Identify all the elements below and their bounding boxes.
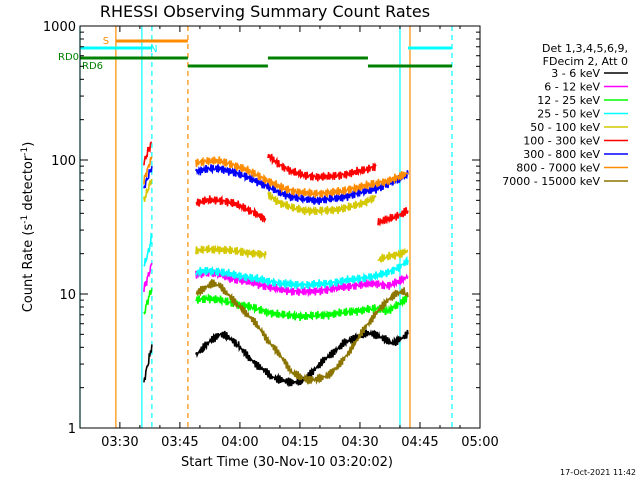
series-line — [195, 279, 409, 385]
series-layer — [143, 141, 409, 388]
y-axis-label: Count Rate (s-1 detector-1) — [20, 142, 36, 313]
legend-entry: 7000 - 15000 keV — [502, 175, 600, 188]
series-line — [195, 244, 267, 261]
y-tick-label: 10 — [59, 288, 76, 303]
legend-entry: 3 - 6 keV — [551, 67, 600, 80]
status-bar-label: RD6 — [82, 61, 103, 72]
series-line — [143, 262, 153, 293]
legend-header-line-1: Det 1,3,4,5,6,9, — [542, 42, 628, 55]
y-tick-label: 1 — [68, 422, 76, 437]
series-line — [195, 329, 409, 388]
series-line — [195, 194, 267, 224]
series-line — [267, 189, 377, 217]
x-axis-ticks: 03:30 03:45 04:00 04:15 04:30 04:45 05:00 — [101, 26, 499, 450]
status-bar-label: N — [150, 44, 157, 55]
series-line — [143, 166, 153, 189]
y-tick-label: 100 — [51, 154, 76, 169]
series-line — [143, 344, 153, 383]
legend-entry: 12 - 25 keV — [537, 94, 600, 107]
series-line — [267, 153, 377, 182]
x-tick-label: 04:30 — [341, 435, 378, 450]
legend-entry: 25 - 50 keV — [537, 108, 600, 121]
series-line — [143, 231, 153, 267]
legend: Det 1,3,4,5,6,9, FDecim 2, Att 0 3 - 6 k… — [502, 42, 628, 188]
status-bar-label: RD0 — [58, 52, 79, 63]
series-line — [377, 207, 409, 227]
x-axis-label: Start Time (30-Nov-10 03:20:02) — [181, 455, 393, 470]
x-tick-label: 03:45 — [161, 435, 198, 450]
y-tick-label: 1000 — [43, 20, 76, 35]
series-line — [143, 288, 153, 315]
series-line — [195, 255, 409, 291]
series-line — [377, 247, 409, 263]
series-line — [195, 164, 409, 205]
x-tick-label: 04:15 — [281, 435, 318, 450]
status-bar-label: S — [103, 36, 109, 47]
y-axis-ticks: 1 10 100 1000 — [43, 20, 480, 437]
series-line — [143, 156, 153, 185]
x-tick-label: 05:00 — [461, 435, 498, 450]
legend-header-line-2: FDecim 2, Att 0 — [543, 55, 628, 68]
series-line — [143, 141, 153, 166]
footer-date: 17-Oct-2021 11:42 — [560, 468, 636, 477]
legend-entry: 300 - 800 keV — [523, 148, 600, 161]
series-line — [143, 178, 153, 202]
legend-entry: 6 - 12 keV — [544, 81, 600, 94]
x-tick-label: 04:00 — [221, 435, 258, 450]
legend-entry: 50 - 100 keV — [530, 121, 600, 134]
x-tick-label: 04:45 — [401, 435, 438, 450]
legend-entry: 800 - 7000 keV — [516, 162, 600, 175]
legend-entry: 100 - 300 keV — [523, 135, 600, 148]
vertical-markers — [79, 26, 453, 428]
chart-title: RHESSI Observing Summary Count Rates — [100, 2, 430, 21]
series-line — [195, 156, 409, 198]
series-line — [195, 292, 409, 321]
x-tick-label: 03:30 — [101, 435, 138, 450]
